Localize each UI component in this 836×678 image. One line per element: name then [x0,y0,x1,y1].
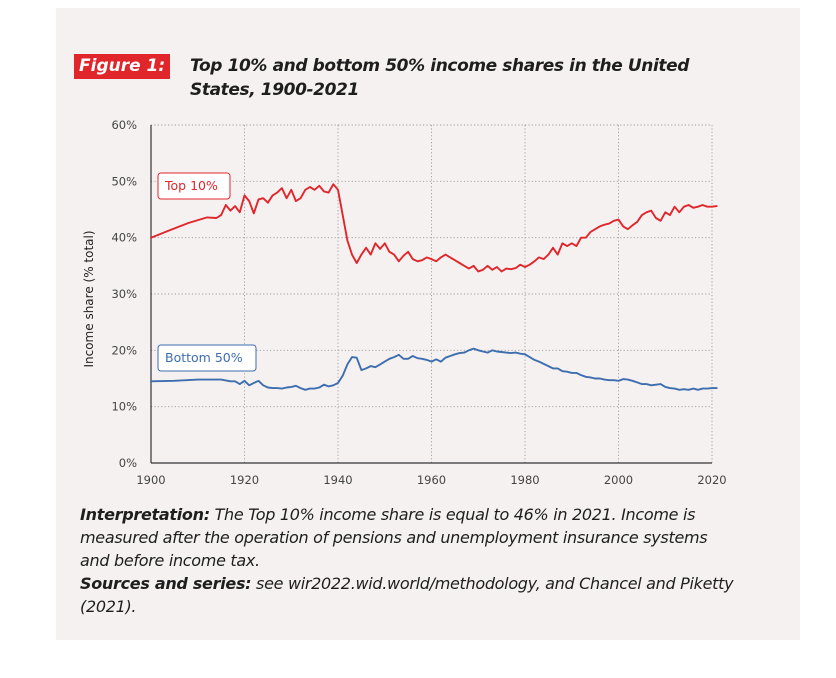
interpretation-label: Interpretation: [80,505,210,524]
x-tick-label: 1900 [136,473,165,487]
grid-layer [151,124,713,463]
sources-paragraph: Sources and series: see wir2022.wid.worl… [80,572,740,618]
y-axis-title: Income share (% total) [82,230,96,367]
x-tick-label: 1960 [417,473,446,487]
series-layer [150,183,718,391]
label-layer: Top 10% Bottom 50% [157,172,257,372]
y-tick-label: 30% [111,287,137,301]
y-tick-label: 40% [111,231,137,245]
x-tick-label: 2020 [697,473,726,487]
y-tick-label: 20% [111,343,137,357]
top10-label-frame [157,172,231,200]
sources-text: see wir2022.wid.world/methodology, and C… [80,574,734,616]
x-tick-label: 2000 [604,473,633,487]
figure-badge: Figure 1: [74,54,171,79]
top10-series-line [150,183,718,273]
bottom50-label-text: Bottom 50% [165,350,243,365]
y-tick-label: 60% [111,118,137,132]
interpretation-text: The Top 10% income share is equal to 46%… [80,505,708,570]
x-tick-label: 1980 [510,473,539,487]
figure-caption: Interpretation: The Top 10% income share… [80,503,740,618]
axis-layer: 0% 10% 20% 30% 40% 50% 60% 1900 1920 1940 1960 1980… [82,118,727,487]
income-share-chart: 0% 10% 20% 30% 40% 50% 60% 1900 1920 1940 1960 1980… [82,118,727,487]
top10-label-text: Top 10% [164,178,218,193]
bottom50-series-line [150,347,718,391]
figure-panel [56,8,800,640]
x-tick-label: 1940 [323,473,352,487]
figure-title: Top 10% and bottom 50% income shares in … [190,56,690,100]
y-tick-label: 50% [111,174,137,188]
top10-label-box: Top 10% [157,172,231,200]
interpretation-paragraph: Interpretation: The Top 10% income share… [80,503,740,572]
bottom50-label-frame [157,344,257,372]
y-tick-label: 10% [111,400,137,414]
x-tick-label: 1920 [230,473,259,487]
y-tick-label: 0% [119,456,137,470]
bottom50-label-box: Bottom 50% [157,344,257,372]
sources-label: Sources and series: [80,574,252,593]
